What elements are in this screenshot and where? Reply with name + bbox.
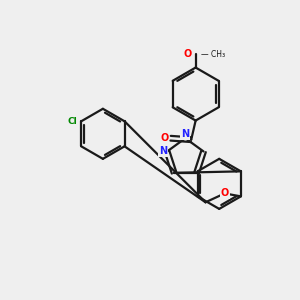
Text: O: O: [160, 133, 168, 143]
Text: Cl: Cl: [68, 117, 77, 126]
Text: O: O: [220, 188, 229, 198]
Text: — CH₃: — CH₃: [201, 50, 225, 59]
Text: N: N: [181, 129, 189, 139]
Text: O: O: [183, 49, 191, 59]
Text: N: N: [159, 146, 167, 156]
